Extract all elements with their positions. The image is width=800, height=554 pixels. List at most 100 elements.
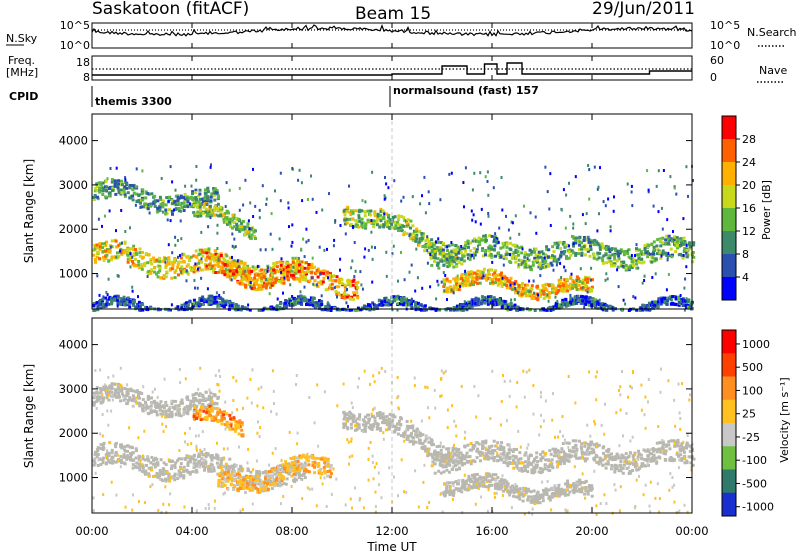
heatmap-cell xyxy=(170,267,174,271)
heatmap-cell xyxy=(146,455,150,459)
heatmap-cell xyxy=(150,396,153,400)
heatmap-cell xyxy=(278,260,282,264)
heatmap-cell xyxy=(159,198,163,202)
heatmap-cell xyxy=(539,261,542,265)
heatmap-cell xyxy=(586,249,590,253)
heatmap-cell xyxy=(545,265,548,269)
heatmap-cell xyxy=(192,461,196,465)
heatmap-cell xyxy=(459,250,463,254)
heatmap-cell xyxy=(141,198,145,202)
heatmap-cell xyxy=(216,260,220,263)
heatmap-cell xyxy=(123,185,127,189)
heatmap-cell xyxy=(238,225,242,228)
heatmap-cell xyxy=(426,243,430,247)
heatmap-cell xyxy=(149,258,153,261)
heatmap-cell xyxy=(198,401,202,405)
heatmap-cell xyxy=(459,304,463,308)
heatmap-cell xyxy=(635,259,639,263)
heatmap-cell xyxy=(269,273,273,277)
heatmap-cell xyxy=(293,480,297,484)
heatmap-cell xyxy=(176,472,180,476)
heatmap-cell xyxy=(193,404,196,408)
heatmap-cell xyxy=(212,187,216,191)
heatmap-cell xyxy=(273,280,277,284)
heatmap-cell xyxy=(150,455,154,459)
heatmap-cell xyxy=(98,181,102,185)
heatmap-cell xyxy=(536,298,540,302)
heatmap-cell xyxy=(125,390,129,394)
heatmap-cell xyxy=(383,212,386,216)
heatmap-cell xyxy=(236,271,240,275)
heatmap-cell xyxy=(128,458,132,462)
heatmap-cell xyxy=(574,251,578,255)
heatmap-cell xyxy=(125,186,129,190)
heatmap-cell xyxy=(248,234,251,238)
heatmap-cell xyxy=(292,273,296,277)
heatmap-cell xyxy=(132,303,135,307)
heatmap-cell xyxy=(311,303,314,307)
heatmap-cell xyxy=(204,451,208,455)
heatmap-cell xyxy=(549,172,552,176)
heatmap-cell xyxy=(244,283,248,287)
heatmap-cell xyxy=(518,232,521,236)
heatmap-cell xyxy=(522,259,526,263)
heatmap-cell xyxy=(338,308,342,312)
heatmap-cell xyxy=(520,291,524,294)
heatmap-cell xyxy=(578,280,582,283)
heatmap-cell xyxy=(551,283,555,287)
heatmap-cell xyxy=(552,250,556,254)
heatmap-cell xyxy=(333,238,336,242)
heatmap-cell xyxy=(553,255,557,259)
heatmap-cell xyxy=(144,202,148,206)
heatmap-cell xyxy=(484,234,487,237)
heatmap-cell xyxy=(231,232,234,236)
heatmap-cell xyxy=(197,194,201,198)
heatmap-cell xyxy=(446,298,448,301)
heatmap-cell xyxy=(303,270,307,274)
heatmap-cell xyxy=(282,274,286,278)
heatmap-cell xyxy=(120,179,123,183)
heatmap-cell xyxy=(502,255,506,259)
heatmap-cell xyxy=(453,260,457,264)
heatmap-cell xyxy=(189,269,193,273)
heatmap-cell xyxy=(550,256,553,259)
heatmap-cell xyxy=(276,297,279,301)
heatmap-cell xyxy=(176,196,180,200)
heatmap-cell xyxy=(216,270,220,274)
heatmap-cell xyxy=(207,294,211,298)
heatmap-cell xyxy=(258,269,262,273)
heatmap-cell xyxy=(394,224,398,228)
freq-tick-bottom: 8 xyxy=(83,71,90,84)
heatmap-cell xyxy=(688,245,692,249)
heatmap-cell xyxy=(95,243,99,247)
heatmap-cell xyxy=(93,194,97,197)
heatmap-cell xyxy=(214,252,218,256)
heatmap-cell xyxy=(164,409,168,413)
heatmap-cell xyxy=(270,212,273,216)
heatmap-cell xyxy=(443,289,446,293)
heatmap-cell xyxy=(499,273,503,277)
heatmap-cell xyxy=(513,298,516,302)
heatmap-cell xyxy=(647,306,651,310)
heatmap-cell xyxy=(551,308,555,312)
heatmap-cell xyxy=(132,458,136,462)
heatmap-cell xyxy=(284,299,288,302)
heatmap-cell xyxy=(471,188,474,192)
heatmap-cell xyxy=(196,203,200,207)
heatmap-cell xyxy=(283,265,287,269)
heatmap-cell xyxy=(96,306,100,310)
heatmap-cell xyxy=(209,401,213,404)
heatmap-cell xyxy=(461,284,464,288)
heatmap-cell xyxy=(227,301,231,304)
heatmap-cell xyxy=(257,482,261,486)
heatmap-cell xyxy=(140,469,144,473)
heatmap-cell xyxy=(561,302,565,306)
heatmap-cell xyxy=(600,306,604,310)
heatmap-cell xyxy=(436,261,440,265)
heatmap-cell xyxy=(317,302,320,306)
heatmap-cell xyxy=(210,163,212,167)
heatmap-cell xyxy=(439,241,443,245)
heatmap-cell xyxy=(430,263,434,267)
heatmap-cell xyxy=(484,250,487,254)
heatmap-cell xyxy=(489,245,493,249)
